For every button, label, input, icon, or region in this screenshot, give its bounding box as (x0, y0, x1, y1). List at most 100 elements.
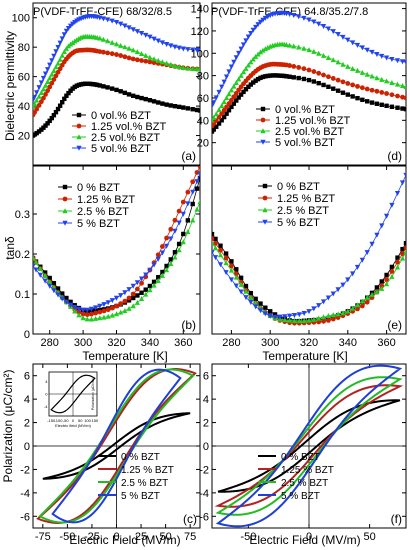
point-d-1-41 (330, 76, 336, 81)
point-d-0-2 (214, 124, 219, 129)
point-a-2-13 (57, 56, 63, 62)
point-e-3-4 (228, 277, 234, 283)
panel-f: -50 0 50 -6 -4 -2 0 2 4 6 0 % BZT 1.25 % BZT 2.5 % B… (199, 363, 407, 543)
point-b-3-13 (84, 307, 90, 313)
point-e-0-9 (253, 296, 258, 302)
point-a-0-53 (185, 106, 191, 111)
point-b-1-23 (126, 295, 132, 301)
point-a-3-2 (34, 90, 40, 96)
point-a-0-52 (181, 105, 186, 110)
point-a-0-3 (36, 129, 42, 134)
point-d-0-8 (229, 104, 234, 110)
point-b-1-22 (122, 298, 128, 304)
y-tick-label-c-2: -2 (20, 464, 30, 476)
point-b-3-5 (51, 288, 57, 294)
point-d-1-8 (229, 97, 234, 103)
point-b-1-40 (197, 166, 200, 169)
x-tick-label-b-2: 320 (107, 337, 125, 349)
point-a-2-6 (42, 82, 49, 88)
point-d-3-10 (233, 55, 239, 61)
point-d-2-16 (248, 59, 254, 65)
point-d-0-40 (326, 84, 331, 89)
point-d-2-6 (223, 95, 230, 101)
point-a-2-56 (197, 66, 200, 72)
x-tick-label-b-0: 280 (41, 337, 59, 349)
point-a-2-36 (113, 41, 120, 47)
point-a-2-37 (118, 42, 124, 48)
point-d-0-33 (291, 75, 296, 80)
point-a-2-10 (51, 67, 57, 73)
point-b-2-4 (47, 279, 53, 285)
x-tick-label-e-0: 280 (222, 337, 240, 349)
point-d-3-14 (243, 38, 249, 44)
point-d-3-36 (306, 17, 312, 23)
legend-label-c-3: 5 % BZT (121, 491, 160, 502)
point-d-3-18 (253, 24, 259, 30)
point-b-3-15 (93, 305, 99, 311)
point-d-0-3 (216, 121, 222, 126)
point-a-0-38 (122, 90, 128, 96)
point-b-2-37 (185, 229, 191, 235)
y-tick-label-b-0: 0 (24, 329, 30, 341)
point-d-3-5 (221, 79, 227, 85)
point-e-0-38 (395, 255, 400, 260)
point-e-3-30 (354, 264, 361, 270)
point-d-2-1 (212, 114, 217, 120)
panel-a-series (33, 14, 200, 138)
point-d-1-52 (384, 91, 389, 96)
y-tick-label-f-6: 6 (203, 371, 209, 383)
point-b-3-16 (97, 303, 103, 309)
point-a-3-39 (126, 25, 132, 31)
point-e-0-1 (213, 236, 218, 242)
legend-label-f-1: 1.25 % BZT (281, 465, 334, 476)
point-a-3-45 (151, 36, 157, 42)
point-a-2-20 (72, 38, 78, 44)
point-e-0-7 (243, 283, 249, 289)
point-d-0-19 (255, 76, 261, 82)
point-b-1-33 (168, 226, 174, 232)
point-a-0-11 (53, 109, 59, 115)
y-tick-label-a-2: 60 (18, 72, 30, 84)
point-d-0-26 (272, 73, 278, 78)
point-a-3-54 (190, 47, 196, 53)
point-d-1-47 (359, 85, 365, 91)
point-a-0-12 (55, 106, 61, 112)
point-d-2-45 (350, 65, 356, 71)
point-b-2-23 (126, 305, 132, 311)
legend-label-a-3: 5 vol.% BZT (91, 143, 151, 155)
point-a-1-6 (43, 92, 48, 97)
point-a-3-3 (36, 85, 42, 91)
legend-marker-b-0 (62, 184, 68, 190)
point-b-3-39 (194, 179, 200, 185)
legend-marker-d-1 (260, 117, 266, 123)
ylabel-tand: tanδ (3, 236, 17, 260)
point-a-0-41 (135, 94, 140, 100)
point-a-1-44 (147, 59, 153, 65)
point-e-3-34 (374, 232, 380, 238)
point-b-1-36 (180, 199, 186, 205)
point-b-0-9 (68, 299, 73, 305)
point-b-2-34 (172, 254, 178, 260)
point-e-3-16 (287, 313, 293, 319)
point-d-3-52 (384, 55, 390, 61)
point-a-0-44 (147, 98, 153, 103)
point-d-3-12 (238, 46, 244, 52)
point-d-3-47 (359, 45, 365, 51)
point-b-1-32 (164, 235, 170, 241)
point-d-1-40 (326, 74, 331, 80)
point-b-0-30 (156, 275, 161, 280)
point-e-2-19 (301, 318, 307, 324)
point-b-2-18 (105, 313, 111, 319)
point-b-2-24 (130, 303, 136, 309)
point-b-2-17 (101, 314, 107, 320)
point-b-3-2 (37, 272, 43, 278)
point-e-2-25 (330, 312, 336, 318)
point-a-3-42 (138, 30, 145, 36)
point-a-1-5 (41, 95, 46, 101)
x-tick-label-e-2: 320 (300, 337, 318, 349)
legend-label-e-1: 1.25 % BZT (277, 193, 335, 205)
point-a-0-31 (94, 82, 100, 88)
point-e-2-7 (243, 288, 249, 294)
point-e-0-5 (234, 267, 239, 272)
